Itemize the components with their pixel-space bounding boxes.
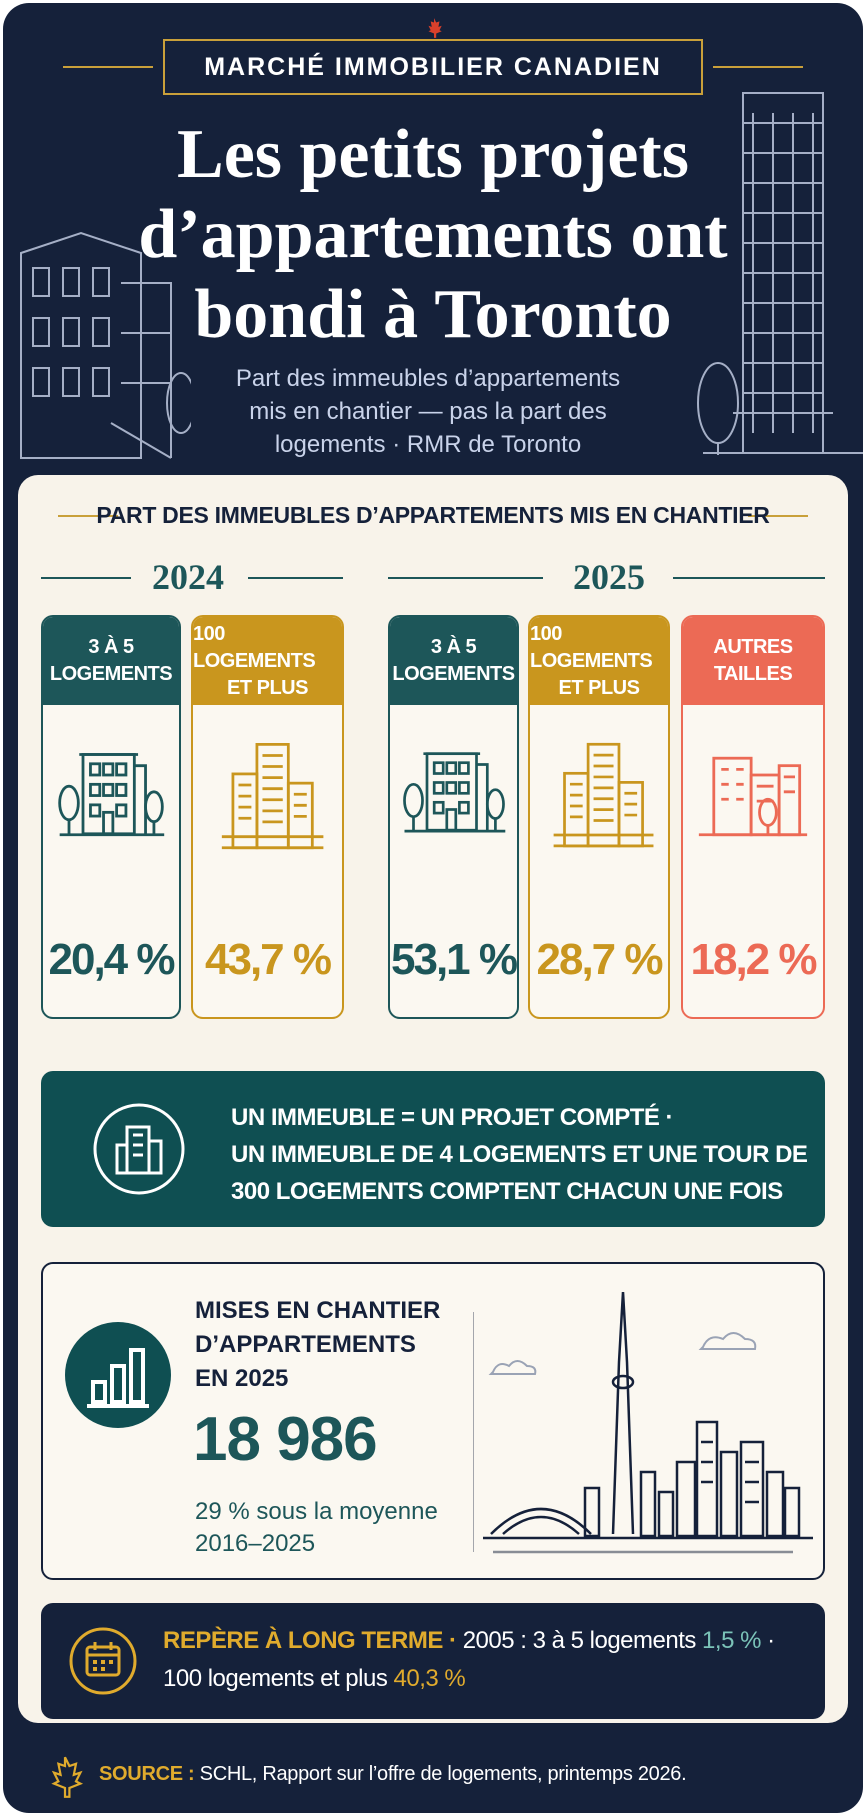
rule	[388, 577, 543, 579]
card-label: 100 LOGEMENTS	[193, 622, 316, 672]
benchmark-text: 2005 : 3 à 5 logements	[462, 1627, 697, 1654]
starts-label: MISES EN CHANTIER	[195, 1297, 441, 1324]
rule	[673, 577, 825, 579]
building-illustration	[20, 231, 191, 459]
title: Les petits projets	[177, 116, 689, 193]
calendar-icon	[69, 1627, 137, 1695]
card-icon	[697, 737, 809, 841]
share-card: AUTRES TAILLES 18,2 %	[681, 615, 825, 1019]
rule	[713, 66, 803, 68]
benchmark-value: 1,5 %	[702, 1627, 761, 1654]
note-text: UN IMMEUBLE DE 4 LOGEMENTS ET UNE TOUR D…	[231, 1141, 808, 1168]
card-label: LOGEMENTS	[392, 663, 515, 685]
card-label: AUTRES	[713, 636, 793, 658]
card-value: 20,4 %	[48, 935, 176, 984]
starts-value: 18 986	[193, 1405, 378, 1474]
skyline-illustration	[473, 1292, 813, 1554]
maple-leaf	[428, 18, 442, 38]
card-icon	[400, 737, 508, 837]
title: bondi à Toronto	[194, 276, 672, 353]
year-label: 2025	[573, 557, 645, 597]
card-value: 28,7 %	[536, 935, 664, 984]
rule	[248, 577, 343, 579]
tower-illustration	[697, 92, 863, 455]
separator: ·	[767, 1627, 775, 1654]
share-card: 100 LOGEMENTS ET PLUS 43,7 %	[191, 615, 344, 1019]
starts-comparison: 29 % sous la moyenne	[195, 1498, 438, 1525]
source-text: SCHL, Rapport sur l’offre de logements, …	[199, 1763, 687, 1785]
bar-icon	[65, 1322, 171, 1428]
maple-leaf	[51, 1756, 84, 1798]
benchmark-value: 40,3 %	[393, 1665, 466, 1692]
card-label: ET PLUS	[558, 676, 640, 699]
benchmark-label: REPÈRE À LONG TERME ·	[163, 1627, 457, 1654]
note-box: UN IMMEUBLE = UN PROJET COMPTÉ · UN IMME…	[41, 1071, 825, 1227]
benchmark-text: 100 logements et plus	[163, 1665, 388, 1692]
card-value: 18,2 %	[690, 935, 818, 984]
source-label: SOURCE :	[99, 1763, 195, 1785]
card-label: 100 LOGEMENTS	[530, 622, 653, 672]
share-card: 3 À 5 LOGEMENTS 20,4 %	[41, 615, 181, 1019]
rule	[41, 577, 131, 579]
card-icon	[544, 737, 654, 855]
kicker: MARCHÉ IMMOBILIER CANADIEN	[163, 39, 703, 95]
share-card: 100 LOGEMENTS ET PLUS 28,7 %	[528, 615, 670, 1019]
card-label: 3 À 5	[88, 636, 134, 658]
card-icon	[55, 737, 167, 841]
starts-box: MISES EN CHANTIER D’APPARTEMENTS EN 2025…	[41, 1262, 825, 1580]
share-card: 3 À 5 LOGEMENTS 53,1 %	[388, 615, 519, 1019]
note-text: UN IMMEUBLE = UN PROJET COMPTÉ ·	[231, 1104, 674, 1131]
benchmark-box: REPÈRE À LONG TERME · 2005 : 3 à 5 logem…	[41, 1603, 825, 1719]
rule	[748, 515, 808, 517]
rule	[63, 66, 153, 68]
subtitle: Part des immeubles d’appartements	[235, 365, 621, 392]
year-label: 2024	[152, 557, 224, 597]
note-icon	[93, 1103, 185, 1195]
card-value: 53,1 %	[391, 935, 517, 984]
section-heading: PART DES IMMEUBLES D’APPARTEMENTS MIS EN…	[96, 502, 770, 528]
card-label: 3 À 5	[430, 636, 477, 658]
starts-label: EN 2025	[195, 1365, 289, 1392]
card-label: LOGEMENTS	[49, 663, 173, 685]
card-value: 43,7 %	[205, 935, 332, 984]
subtitle: mis en chantier — pas la part des	[249, 398, 607, 425]
card-label: ET PLUS	[227, 676, 308, 699]
card-icon	[212, 737, 324, 857]
starts-label: D’APPARTEMENTS	[195, 1331, 416, 1358]
infographic: MARCHÉ IMMOBILIER CANADIEN Les petits pr…	[3, 3, 863, 1813]
rule	[58, 515, 118, 517]
card-label: TAILLES	[713, 663, 793, 685]
starts-comparison: 2016–2025	[195, 1530, 316, 1557]
subtitle: logements · RMR de Toronto	[274, 431, 582, 458]
note-text: 300 LOGEMENTS COMPTENT CHACUN UNE FOIS	[231, 1178, 783, 1205]
title: d’appartements ont	[138, 196, 728, 273]
source: SOURCE : SCHL, Rapport sur l’offre de lo…	[99, 1763, 687, 1786]
